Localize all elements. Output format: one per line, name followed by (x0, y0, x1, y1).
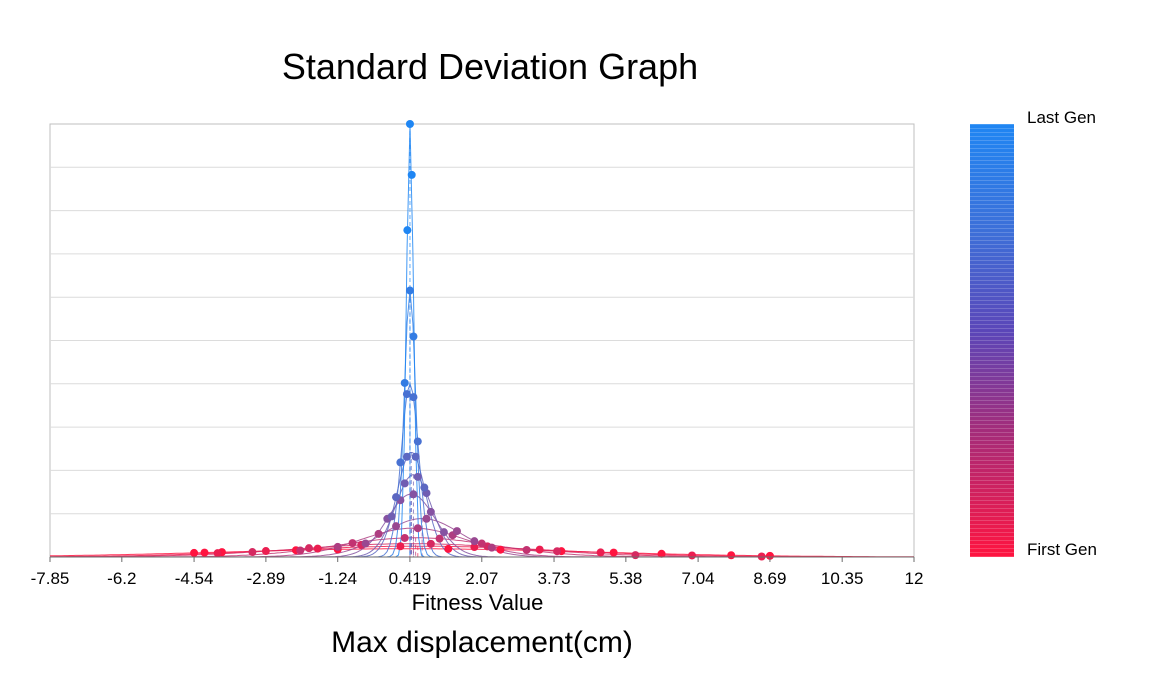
data-point (296, 546, 305, 555)
data-point (361, 539, 370, 548)
data-point (553, 547, 562, 556)
x-tick-labels: -7.85 -6.2 -4.54 -2.89 -1.24 0.419 2.07 3.73 5.3… (31, 557, 924, 588)
data-point (435, 534, 444, 543)
colorbar-stripes (970, 124, 1014, 557)
data-point (409, 332, 418, 341)
gridlines (50, 166, 914, 515)
data-point (200, 548, 209, 557)
x-tick-label: -4.54 (175, 569, 214, 588)
data-point (387, 512, 396, 521)
data-point (444, 544, 453, 553)
chart-title: Standard Deviation Graph (281, 46, 699, 87)
data-point (396, 458, 405, 467)
data-point (409, 490, 418, 499)
data-point (405, 120, 414, 128)
data-point (426, 539, 435, 548)
data-point (609, 548, 618, 557)
data-point (535, 545, 544, 554)
data-point (396, 542, 405, 551)
x-tick-label: -1.24 (318, 569, 357, 588)
data-point (411, 452, 420, 461)
data-point (333, 542, 342, 551)
data-point (757, 552, 766, 561)
data-point (631, 551, 640, 560)
data-point (392, 522, 401, 531)
data-point (422, 514, 431, 523)
data-point (304, 544, 313, 553)
x-tick-label: 10.35 (821, 569, 864, 588)
data-point (400, 479, 409, 488)
data-point (348, 539, 357, 548)
data-point (413, 437, 422, 446)
data-point (403, 226, 412, 235)
data-point (409, 393, 418, 402)
x-tick-label: 0.419 (389, 569, 432, 588)
data-point (413, 524, 422, 533)
data-point (439, 528, 448, 537)
x-tick-label: 2.07 (465, 569, 498, 588)
data-point (657, 549, 666, 558)
x-tick-label: 7.04 (682, 569, 715, 588)
x-tick-label: -2.89 (247, 569, 286, 588)
data-point (487, 543, 496, 552)
colorbar-top-label: Last Gen (1027, 108, 1096, 127)
data-point (402, 452, 411, 461)
data-point (400, 378, 409, 387)
x-tick-label: -7.85 (31, 569, 70, 588)
data-point (496, 545, 505, 554)
data-point (426, 507, 435, 516)
x-axis-label: Fitness Value (411, 590, 544, 615)
data-point (413, 472, 422, 481)
x-tick-label: 12 (905, 569, 924, 588)
colorbar-bottom-label: First Gen (1027, 540, 1097, 559)
x-tick-label: 3.73 (537, 569, 570, 588)
data-point (470, 543, 479, 552)
data-point (190, 548, 199, 557)
data-point (596, 548, 605, 557)
data-point (688, 551, 697, 560)
generation-colorbar (970, 124, 1014, 557)
x-tick-label: -6.2 (107, 569, 136, 588)
data-point (727, 551, 736, 560)
chart-subtitle: Max displacement(cm) (331, 626, 633, 659)
data-point (402, 390, 411, 399)
data-point (522, 545, 531, 554)
data-point (374, 529, 383, 538)
data-point (392, 493, 401, 502)
data-point (213, 549, 222, 558)
data-point (407, 170, 416, 179)
data-point (765, 551, 774, 560)
series-points (190, 120, 774, 561)
x-tick-label: 5.38 (609, 569, 642, 588)
data-point (470, 537, 479, 546)
data-point (452, 527, 461, 536)
data-point (248, 548, 257, 557)
data-point (400, 533, 409, 542)
data-point (477, 539, 486, 548)
data-point (405, 286, 414, 295)
data-point (420, 483, 429, 492)
data-point (261, 547, 270, 556)
x-tick-label: 8.69 (753, 569, 786, 588)
data-point (313, 544, 322, 553)
